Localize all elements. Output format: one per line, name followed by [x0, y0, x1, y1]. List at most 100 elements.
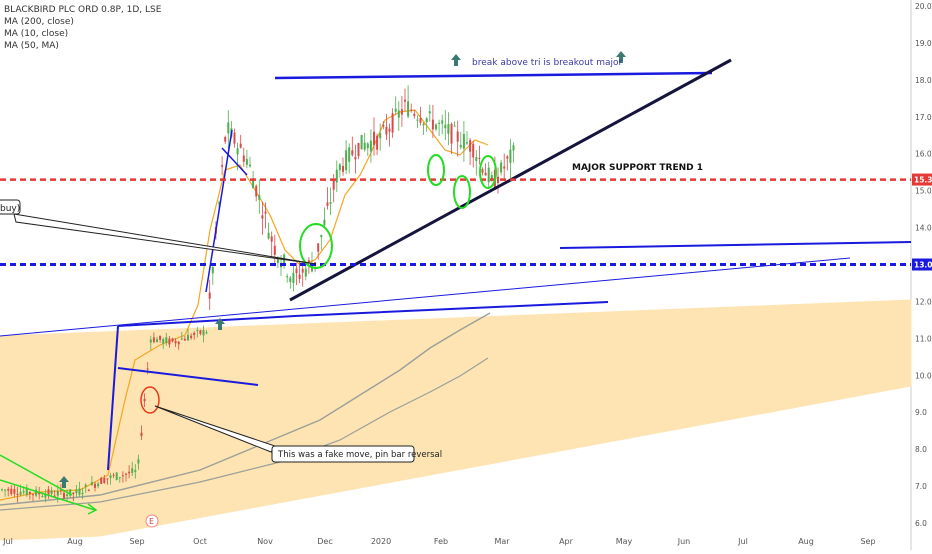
chart-legend: BLACKBIRD PLC ORD 0.8P, 1D, LSE MA (200,… — [4, 4, 161, 52]
candle-body — [422, 123, 425, 126]
candle-body — [128, 471, 131, 474]
candle-body — [44, 494, 47, 498]
candle-body — [462, 134, 465, 149]
resistance-line — [274, 71, 713, 80]
x-tick-label: Jun — [677, 537, 691, 546]
candle-body — [369, 140, 372, 152]
candle-body — [410, 109, 413, 111]
candle-body — [304, 268, 307, 277]
candle-body — [363, 142, 366, 150]
blue-wedge-top — [0, 257, 851, 337]
candle-body — [338, 164, 341, 171]
candle-body — [171, 338, 174, 342]
candle-body — [177, 341, 180, 345]
candle-body — [419, 118, 422, 123]
candle-body — [180, 338, 183, 340]
x-tick-label: Aug — [798, 537, 814, 546]
candle-body — [366, 143, 369, 149]
candle-body — [264, 211, 267, 214]
candle-body — [438, 122, 441, 124]
candle-body — [233, 132, 236, 144]
price-label-text: 13.0 — [914, 261, 932, 270]
candle-body — [391, 113, 394, 133]
candle-body — [289, 277, 292, 283]
candle-body — [317, 243, 320, 252]
indicator-ma50: MA (50, MA) — [4, 41, 59, 51]
candle-body — [1, 489, 3, 491]
candle-body — [94, 483, 96, 488]
y-tick-label: 7.0 — [915, 482, 927, 491]
y-tick-label: 11.0 — [915, 334, 932, 343]
candle-body — [459, 145, 462, 148]
breakout-text: break above tri is breakout major — [472, 58, 622, 68]
blue-flag-top — [117, 301, 609, 327]
candle-body — [320, 234, 323, 238]
candle-body — [441, 120, 444, 124]
candle-body — [345, 150, 348, 171]
ma-200-line — [0, 312, 491, 506]
candle-body — [435, 124, 437, 130]
y-tick-label: 19.0 — [915, 39, 932, 48]
candle-body — [140, 432, 143, 437]
candle-body — [10, 488, 13, 495]
candle-body — [53, 495, 56, 497]
x-tick-label: Oct — [193, 537, 207, 546]
indicator-ma200: MA (200, close) — [4, 17, 74, 27]
candle-body — [252, 178, 255, 189]
x-tick-label: Feb — [434, 537, 448, 546]
green-trend-left — [0, 454, 98, 515]
candle-body — [75, 489, 78, 494]
candle-body — [388, 128, 391, 132]
candle-body — [159, 335, 162, 340]
blue-rise-line — [221, 147, 248, 176]
fake-move-box — [271, 445, 415, 463]
x-tick-label: Apr — [559, 537, 574, 546]
candle-body — [146, 368, 149, 370]
candle-body — [484, 172, 487, 176]
candle-body — [472, 143, 475, 158]
candle-body — [97, 483, 100, 487]
indicator-ma10: MA (10, close) — [4, 29, 69, 39]
candle-body — [162, 339, 165, 344]
y-tick-label: 10.0 — [915, 371, 932, 380]
candle-body — [131, 468, 134, 473]
candle-body — [487, 167, 490, 183]
candle-body — [41, 496, 44, 498]
candle-body — [13, 488, 16, 494]
price-label-box — [912, 173, 932, 186]
candle-body — [236, 148, 239, 155]
candle-body — [394, 108, 397, 112]
x-tick-label: Nov — [257, 537, 273, 546]
candle-body — [481, 169, 484, 173]
candle-body — [261, 215, 264, 219]
y-tick-label: 17.0 — [915, 113, 932, 122]
candle-body — [81, 492, 84, 495]
candle-body — [134, 469, 137, 472]
candle-body — [456, 131, 459, 142]
candle-body — [329, 202, 332, 204]
up-arrow-4 — [616, 51, 626, 63]
candle-body — [444, 124, 447, 129]
green-ellipse-1 — [299, 223, 333, 269]
candle-body — [379, 133, 382, 139]
buy-callout-text: buy) — [0, 204, 20, 214]
candle-body — [509, 149, 512, 163]
up-arrow-2 — [215, 318, 225, 330]
candle-body — [326, 202, 329, 206]
candle-body — [273, 245, 276, 255]
candle-body — [59, 489, 62, 491]
candle-body — [382, 124, 385, 127]
candle-body — [137, 459, 140, 464]
blue-line-right — [559, 241, 912, 249]
candle-body — [295, 268, 298, 274]
x-tick-label: Aug — [67, 537, 83, 546]
candle-body — [332, 180, 335, 190]
candle-body — [342, 165, 344, 172]
candle-body — [152, 337, 155, 343]
candle-body — [118, 477, 121, 479]
candle-body — [19, 491, 22, 495]
up-arrow-3 — [451, 54, 461, 66]
candle-body — [183, 338, 186, 341]
candle-body — [249, 164, 251, 167]
